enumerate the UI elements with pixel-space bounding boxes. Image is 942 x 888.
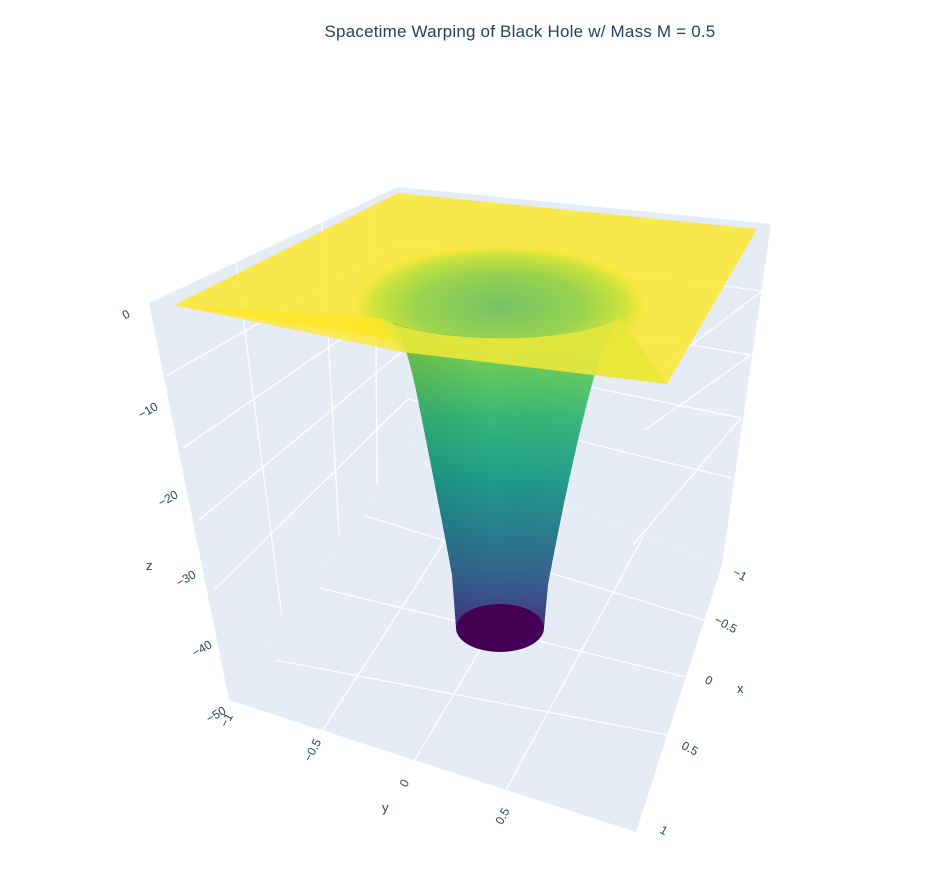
x-tick-label: 1 xyxy=(658,823,671,839)
x-tick-label: 0 xyxy=(703,673,716,689)
x-gridline xyxy=(644,354,752,431)
y-gridline xyxy=(499,534,645,802)
x-tick-label: −0.5 xyxy=(712,613,740,637)
z-tick-label: −20 xyxy=(156,487,181,509)
x-gridline xyxy=(632,417,742,546)
surface-layer xyxy=(174,193,757,652)
x-gridline xyxy=(274,659,669,736)
x-tick-label: −1 xyxy=(731,565,750,584)
z-tick-label: 0 xyxy=(120,307,133,323)
y-tick-label: −1 xyxy=(217,711,236,730)
z-axis-title: z xyxy=(146,558,153,573)
x-tick-label: 0.5 xyxy=(679,738,701,758)
y-tick-label: −0.5 xyxy=(301,736,325,764)
funnel-bottom xyxy=(456,604,544,652)
y-tick-label: 0.5 xyxy=(492,805,512,827)
z-tick-label: −10 xyxy=(136,399,161,421)
z-tick-label: −40 xyxy=(190,637,215,659)
front-plane-left xyxy=(174,305,402,352)
z-gridline xyxy=(198,348,406,521)
z-tick-label: −30 xyxy=(174,567,199,589)
x-axis-title: x xyxy=(737,681,744,696)
y-axis-title: y xyxy=(382,800,389,815)
y-gridline xyxy=(235,262,283,618)
z-gridline xyxy=(213,398,409,591)
funnel-shade xyxy=(392,322,614,645)
y-tick-label: 0 xyxy=(397,777,413,790)
front-plane-band xyxy=(380,318,667,384)
chart-title: Spacetime Warping of Black Hole w/ Mass … xyxy=(324,22,716,41)
